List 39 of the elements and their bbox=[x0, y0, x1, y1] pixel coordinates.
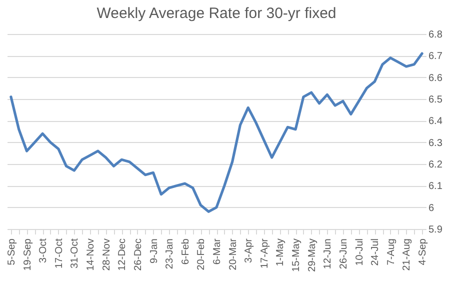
x-tick-label: 19-Sep bbox=[22, 238, 34, 271]
y-tick-label: 6 bbox=[428, 202, 434, 214]
y-tick-label: 6.2 bbox=[428, 160, 443, 170]
x-tick-label: 29-May bbox=[306, 238, 318, 272]
x-tick-label: 4-Sep bbox=[418, 238, 429, 266]
y-tick-label: 6.4 bbox=[428, 116, 443, 128]
x-tick-label: 17-Oct bbox=[54, 238, 65, 269]
x-tick-label: 23-Jan bbox=[164, 238, 176, 270]
y-tick-label: 6.1 bbox=[428, 181, 443, 192]
y-tick-label: 5.9 bbox=[428, 224, 443, 236]
x-tick-label: 20-Mar bbox=[228, 238, 239, 270]
x-tick-label: 6-Mar bbox=[212, 238, 223, 265]
x-tick-label: 3-Oct bbox=[38, 238, 50, 263]
x-tick-label: 28-Nov bbox=[101, 238, 112, 271]
x-tick-label: 15-May bbox=[291, 238, 302, 272]
y-tick-label: 6.7 bbox=[428, 51, 443, 62]
x-tick-label: 5-Sep bbox=[6, 238, 18, 266]
x-tick-label: 10-Jul bbox=[354, 238, 366, 266]
x-tick-label: 20-Feb bbox=[196, 238, 208, 270]
x-tick-label: 24-Jul bbox=[370, 238, 382, 266]
y-tick-label: 6.5 bbox=[428, 94, 443, 106]
x-tick-label: 1-May bbox=[275, 238, 286, 266]
line-series bbox=[10, 52, 424, 213]
x-tick-label: 9-Jan bbox=[148, 238, 160, 264]
x-tick-label: 17-Apr bbox=[259, 238, 270, 269]
y-tick-label: 6.8 bbox=[428, 30, 443, 40]
x-tick-label: 26-Dec bbox=[132, 238, 144, 271]
y-tick-label: 6.6 bbox=[428, 72, 443, 84]
x-tick-label: 7-Aug bbox=[386, 238, 397, 266]
chart-title: Weekly Average Rate for 30-yr fixed bbox=[96, 5, 336, 22]
x-tick-label: 6-Feb bbox=[180, 238, 192, 265]
x-tick-label: 21-Aug bbox=[402, 238, 413, 271]
y-tick-label: 6.3 bbox=[428, 138, 443, 149]
x-tick-label: 12-Jun bbox=[322, 238, 334, 270]
x-tick-label: 31-Oct bbox=[70, 238, 81, 269]
x-tick-label: 12-Dec bbox=[117, 238, 128, 271]
x-tick-label: 14-Nov bbox=[86, 238, 97, 271]
x-tick-label: 3-Apr bbox=[244, 238, 255, 263]
x-tick-label: 26-Jun bbox=[338, 238, 350, 270]
